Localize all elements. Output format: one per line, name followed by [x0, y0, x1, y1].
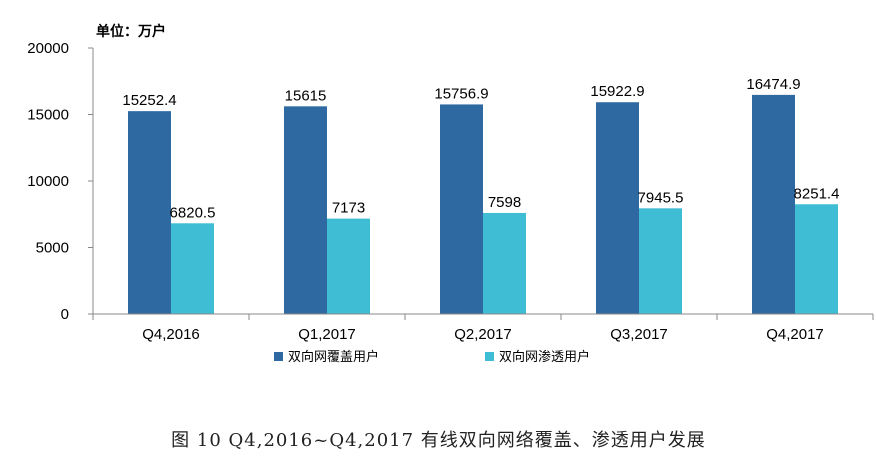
legend-swatch [274, 352, 283, 361]
data-label: 15615 [285, 87, 327, 104]
legend: 双向网覆盖用户 双向网渗透用户 [274, 349, 590, 365]
bar-series-2 [639, 208, 682, 314]
figure-caption: 图 10 Q4,2016~Q4,2017 有线双向网络覆盖、渗透用户发展 [171, 430, 706, 451]
legend-swatch [485, 352, 494, 361]
bar-series-2 [171, 223, 214, 314]
x-tick-label: Q3,2017 [610, 326, 668, 343]
y-tick-label: 5000 [36, 240, 69, 257]
data-label: 6820.5 [170, 204, 216, 221]
x-axis: Q4,2016 Q1,2017 Q2,2017 Q3,2017 Q4,2017 [92, 313, 874, 343]
data-label: 15756.9 [434, 85, 488, 102]
legend-label: 双向网覆盖用户 [288, 349, 379, 365]
unit-label: 单位：万户 [96, 23, 166, 40]
data-label: 16474.9 [746, 76, 800, 93]
y-tick-label: 10000 [27, 173, 69, 190]
bars: 15252.4 15615 15756.9 15922.9 16474.9 6820.5 7… [122, 76, 840, 315]
x-tick-label: Q4,2016 [142, 326, 200, 343]
bar-series-1 [440, 104, 483, 314]
data-label: 8251.4 [794, 185, 840, 202]
y-axis: 0 5000 10000 15000 20000 [27, 40, 94, 323]
data-label: 7945.5 [638, 189, 684, 206]
data-label: 15922.9 [590, 83, 644, 100]
bar-series-2 [483, 212, 526, 314]
bar-series-1 [128, 111, 171, 314]
y-tick-label: 15000 [27, 107, 69, 124]
x-tick-label: Q4,2017 [766, 326, 824, 343]
bar-series-1 [284, 106, 327, 315]
y-tick-label: 0 [61, 306, 69, 323]
bar-series-1 [752, 94, 795, 315]
x-tick-label: Q1,2017 [298, 326, 356, 343]
y-tick-label: 20000 [27, 40, 69, 57]
bar-series-2 [327, 218, 370, 314]
legend-label: 双向网渗透用户 [499, 349, 590, 365]
data-label: 7598 [488, 194, 521, 211]
bar-series-1 [596, 102, 639, 314]
data-label: 7173 [332, 200, 365, 217]
x-tick-label: Q2,2017 [454, 326, 512, 343]
data-label: 15252.4 [122, 92, 176, 109]
bar-series-2 [795, 204, 838, 314]
